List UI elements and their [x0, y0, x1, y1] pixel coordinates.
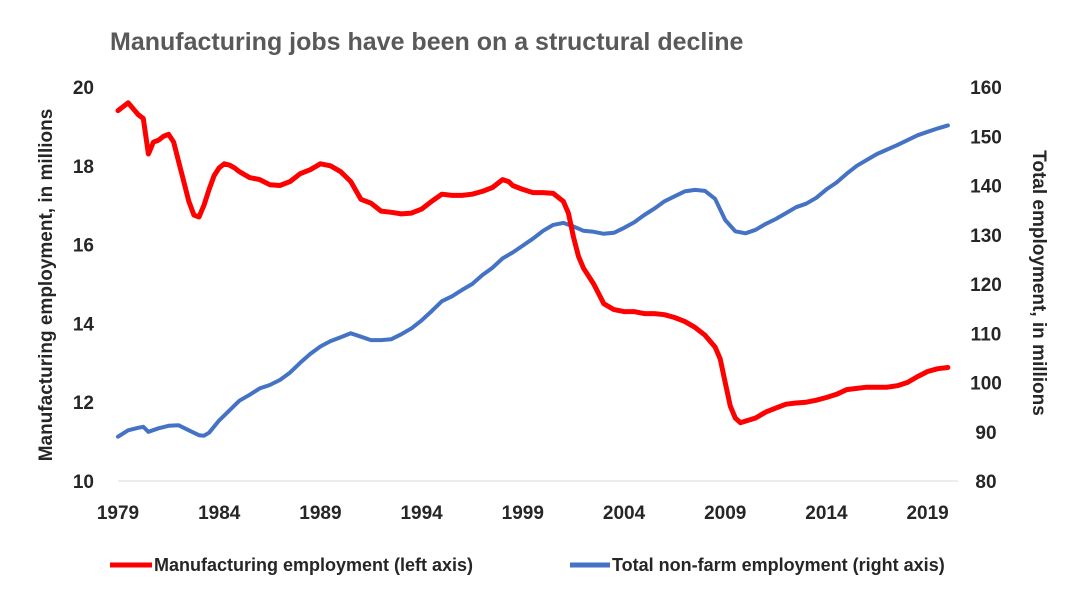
right-tick-label: 120	[970, 275, 1002, 296]
x-tick-label: 2004	[603, 503, 646, 524]
x-axis-ticks: 1979 1984 1989 1994 1999 2004 2009 2014 2019	[97, 503, 949, 524]
x-tick-label: 1999	[502, 503, 544, 524]
left-tick-label: 20	[73, 78, 94, 99]
legend: Manufacturing employment (left axis) Tot…	[110, 555, 945, 575]
right-tick-label: 160	[970, 78, 1002, 99]
x-tick-label: 1994	[400, 503, 443, 524]
left-axis-title: Manufacturing employment, in millions	[36, 109, 57, 462]
x-tick-label: 1979	[97, 503, 139, 524]
left-tick-label: 10	[73, 472, 94, 493]
right-axis-ticks: 80 90 100 110 120 130 140 150 160	[970, 78, 1002, 493]
plot-lines	[115, 100, 951, 439]
left-axis-ticks: 10 12 14 16 18 20	[73, 78, 95, 493]
chart-title: Manufacturing jobs have been on a struct…	[110, 28, 744, 56]
left-tick-label: 12	[73, 393, 94, 414]
right-tick-label: 130	[970, 226, 1002, 247]
right-tick-label: 150	[970, 127, 1002, 148]
right-tick-label: 80	[975, 472, 996, 493]
right-tick-label: 140	[970, 177, 1002, 198]
left-tick-label: 14	[73, 314, 95, 335]
right-axis-title: Total employment, in millions	[1028, 150, 1049, 416]
x-tick-label: 2009	[704, 503, 746, 524]
x-tick-label: 2014	[805, 503, 848, 524]
right-tick-label: 100	[970, 374, 1002, 395]
x-tick-label: 1984	[198, 503, 241, 524]
total-series-line	[116, 123, 950, 439]
right-tick-label: 110	[971, 324, 1002, 345]
manufacturing-series-line	[115, 100, 951, 426]
right-tick-label: 90	[975, 423, 996, 444]
legend-label-manufacturing: Manufacturing employment (left axis)	[154, 555, 473, 575]
left-tick-label: 16	[73, 236, 94, 257]
left-tick-label: 18	[73, 157, 94, 178]
legend-label-total: Total non-farm employment (right axis)	[612, 555, 945, 575]
x-tick-label: 2019	[906, 503, 948, 524]
x-tick-label: 1989	[299, 503, 341, 524]
